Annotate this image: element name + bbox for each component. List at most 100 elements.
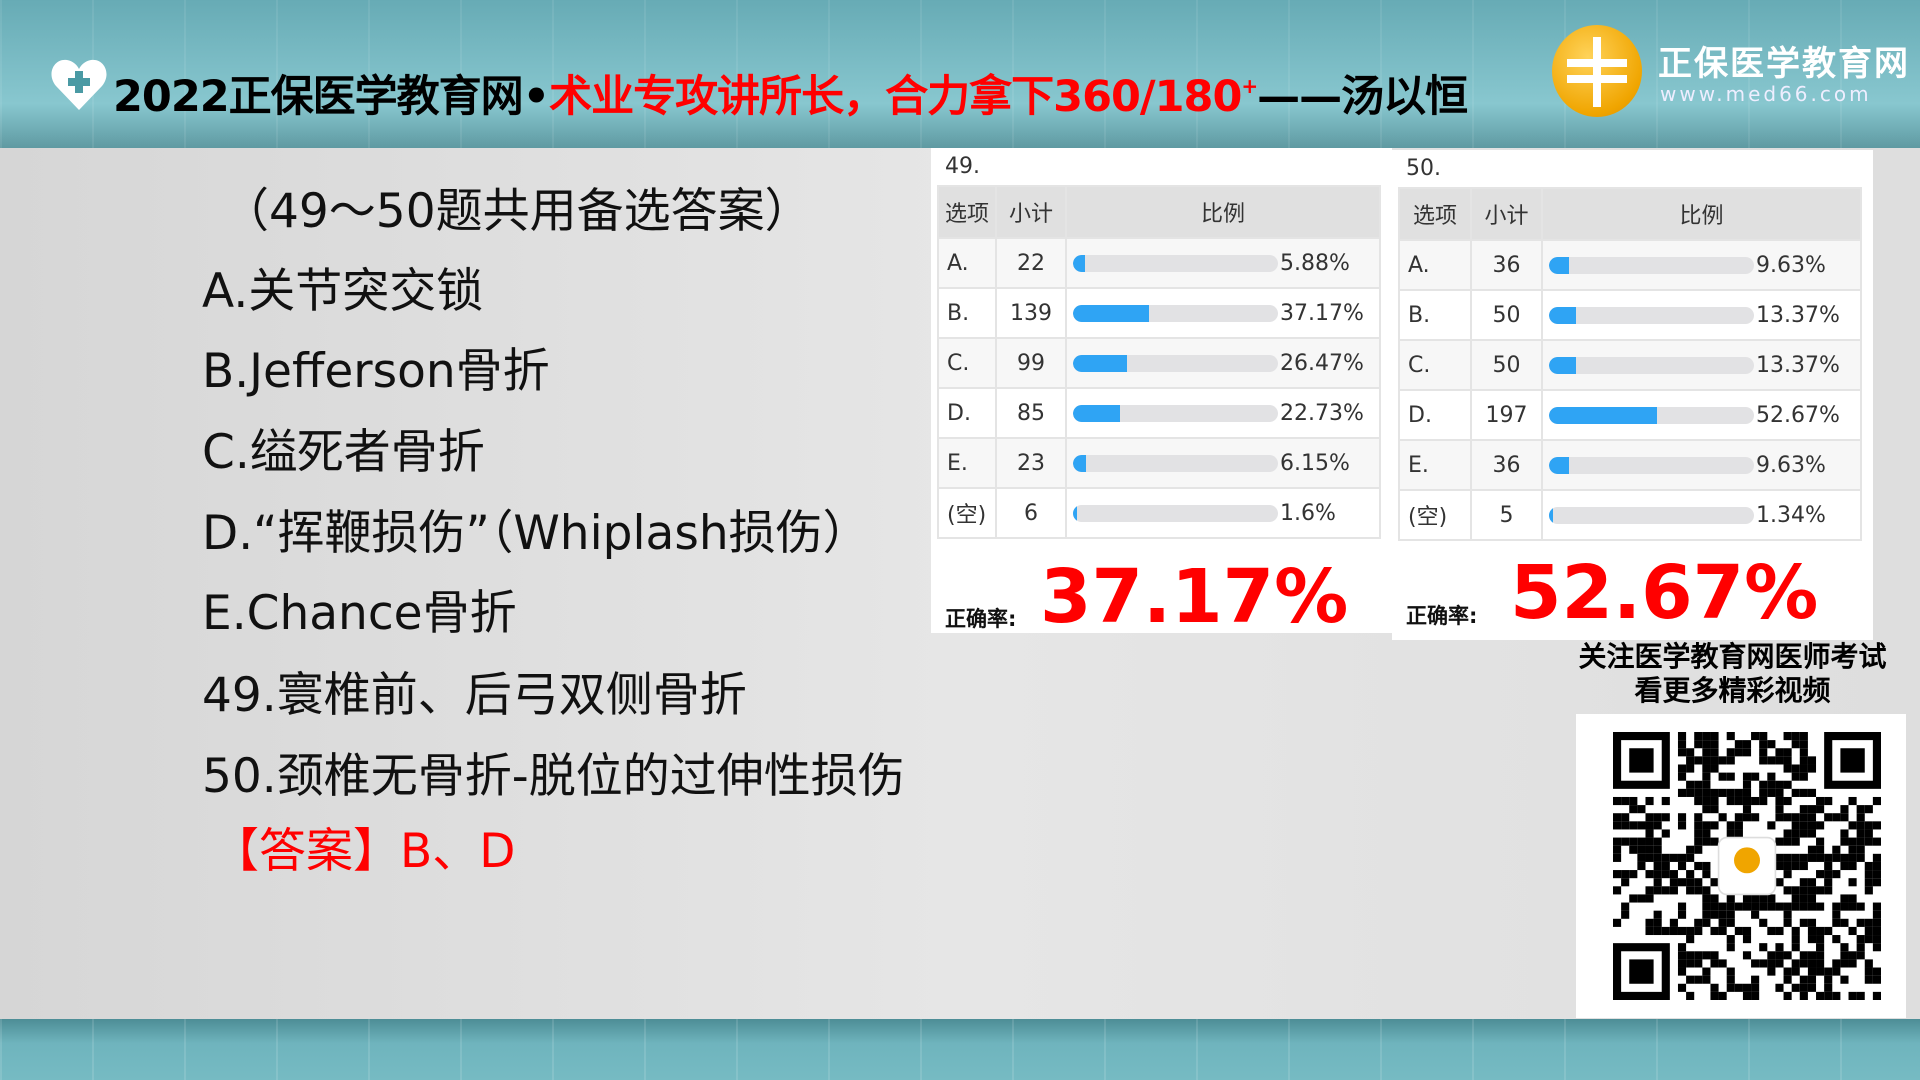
count-cell: 23 (995, 437, 1067, 489)
table-row: (空) 6 1.6% (937, 487, 1381, 539)
brand-logo-icon (1552, 25, 1642, 117)
col-header: 比例 (1065, 185, 1381, 239)
correct-rate-label: 正确率: (1406, 604, 1478, 628)
percent-bar (1073, 304, 1278, 322)
option-cell: C. (1398, 339, 1472, 391)
footer-band (0, 1019, 1920, 1080)
col-header: 选项 (937, 185, 997, 239)
count-cell: 6 (995, 487, 1067, 539)
answer-text: 【答案】B、D (212, 824, 516, 879)
heart-cross-icon (51, 59, 107, 110)
percent-cell: 9.63% (1756, 452, 1826, 478)
count-cell: 36 (1470, 239, 1543, 291)
follow-text: 关注医学教育网医师考试 (1578, 640, 1887, 673)
title-part: 2022正保医学教育网• (113, 72, 550, 122)
option-cell: B. (937, 287, 997, 339)
count-cell: 36 (1470, 439, 1543, 491)
percent-bar (1549, 406, 1754, 424)
question-line: A.关节突交锁 (202, 264, 484, 319)
percent-cell: 37.17% (1280, 300, 1364, 326)
stats-panel-49: 49. 选项 小计 比例 A. 22 5.88% B. 139 37.17% C… (931, 148, 1392, 640)
col-header: 小计 (1470, 187, 1543, 241)
percent-bar-fill (1073, 254, 1086, 272)
percent-bar-fill (1549, 356, 1577, 374)
stats-table: 选项 小计 比例 A. 22 5.88% B. 139 37.17% C. 99… (937, 185, 1381, 539)
table-row: B. 50 13.37% (1398, 289, 1862, 341)
brand-url: www.med66.com (1660, 82, 1872, 106)
percent-bar (1073, 454, 1278, 472)
percent-bar (1549, 306, 1754, 324)
stats-table: 选项 小计 比例 A. 36 9.63% B. 50 13.37% C. 50 … (1398, 187, 1862, 541)
percent-bar-fill (1073, 304, 1150, 322)
table-row: (空) 5 1.34% (1398, 489, 1862, 541)
percent-cell: 1.6% (1280, 500, 1336, 526)
percent-bar (1073, 354, 1278, 372)
percent-bar (1073, 254, 1278, 272)
slide-title: 2022正保医学教育网•术业专攻讲所长，合力拿下360/180+——汤以恒 (113, 62, 1468, 124)
correct-rate-value: 37.17% (1040, 554, 1349, 640)
percent-bar-fill (1549, 256, 1569, 274)
col-header: 小计 (995, 185, 1067, 239)
option-cell: A. (1398, 239, 1472, 291)
title-highlight: 术业专攻讲所长，合力拿下360/180 (549, 72, 1242, 122)
table-row: C. 99 26.47% (937, 337, 1381, 389)
table-row: E. 36 9.63% (1398, 439, 1862, 491)
table-row: A. 22 5.88% (937, 237, 1381, 289)
percent-cell: 52.67% (1756, 402, 1840, 428)
count-cell: 22 (995, 237, 1067, 289)
percent-cell: 9.63% (1756, 252, 1826, 278)
correct-rate-label: 正确率: (945, 607, 1017, 631)
option-cell: E. (1398, 439, 1472, 491)
percent-bar (1549, 456, 1754, 474)
percent-cell: 13.37% (1756, 302, 1840, 328)
table-row: E. 23 6.15% (937, 437, 1381, 489)
percent-bar-fill (1073, 454, 1086, 472)
percent-bar-fill (1549, 406, 1657, 424)
percent-bar (1549, 506, 1754, 524)
col-header: 选项 (1398, 187, 1472, 241)
question-line: 50.颈椎无骨折-脱位的过伸性损伤 (202, 749, 905, 804)
table-row: C. 50 13.37% (1398, 339, 1862, 391)
percent-bar-fill (1549, 506, 1554, 524)
count-cell: 50 (1470, 289, 1543, 341)
question-header: （49～50题共用备选答案） (222, 184, 812, 239)
percent-cell: 22.73% (1280, 400, 1364, 426)
percent-bar-fill (1073, 404, 1120, 422)
option-cell: D. (937, 387, 997, 439)
percent-bar-fill (1073, 504, 1078, 522)
percent-cell: 5.88% (1280, 250, 1350, 276)
count-cell: 139 (995, 287, 1067, 339)
table-row: B. 139 37.17% (937, 287, 1381, 339)
question-line: E.Chance骨折 (202, 586, 517, 641)
table-row: D. 85 22.73% (937, 387, 1381, 439)
option-cell: (空) (937, 487, 997, 539)
percent-cell: 1.34% (1756, 502, 1826, 528)
percent-bar (1073, 504, 1278, 522)
table-row: D. 197 52.67% (1398, 389, 1862, 441)
question-number: 49. (945, 154, 980, 179)
brand-name: 正保医学教育网 (1658, 44, 1910, 84)
question-line: 49.寰椎前、后弓双侧骨折 (202, 668, 747, 723)
percent-cell: 26.47% (1280, 350, 1364, 376)
correct-rate-value: 52.67% (1510, 550, 1819, 636)
stats-panel-50: 50. 选项 小计 比例 A. 36 9.63% B. 50 13.37% C.… (1392, 150, 1873, 640)
count-cell: 85 (995, 387, 1067, 439)
option-cell: B. (1398, 289, 1472, 341)
title-author: ——汤以恒 (1257, 72, 1468, 122)
percent-bar-fill (1073, 354, 1128, 372)
question-number: 50. (1406, 156, 1441, 181)
title-sup: + (1241, 74, 1258, 98)
question-line: D.“挥鞭损伤”（Whiplash损伤） (202, 506, 870, 561)
question-line: C.缢死者骨折 (202, 425, 485, 480)
option-cell: C. (937, 337, 997, 389)
count-cell: 5 (1470, 489, 1543, 541)
col-header: 比例 (1541, 187, 1862, 241)
qr-code[interactable] (1576, 714, 1906, 1018)
option-cell: D. (1398, 389, 1472, 441)
qr-code-icon (1613, 732, 1881, 1000)
option-cell: (空) (1398, 489, 1472, 541)
percent-cell: 6.15% (1280, 450, 1350, 476)
count-cell: 99 (995, 337, 1067, 389)
percent-bar-fill (1549, 456, 1569, 474)
table-row: A. 36 9.63% (1398, 239, 1862, 291)
